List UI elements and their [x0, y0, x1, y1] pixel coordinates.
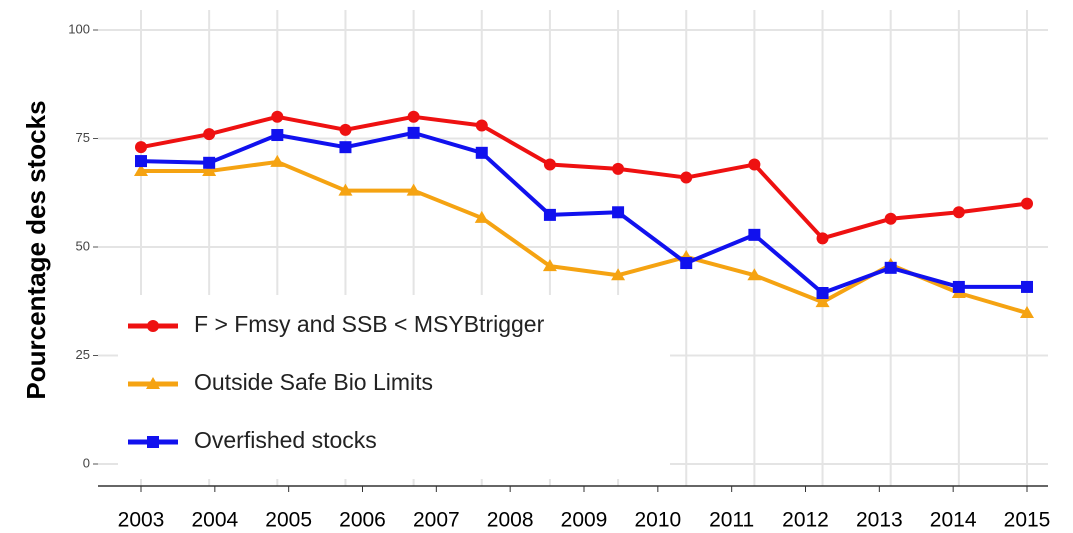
x-tick-label: 2007: [413, 509, 460, 532]
point: [612, 162, 625, 175]
x-tick-label: 2010: [634, 509, 681, 532]
point: [680, 171, 693, 184]
point: [135, 141, 147, 154]
x-tick-label: 2003: [118, 509, 165, 532]
y-tick-label: 25: [76, 347, 90, 362]
legend-label: Overfished stocks: [194, 427, 377, 453]
point: [475, 119, 488, 132]
legend-marker: [146, 377, 160, 389]
point: [952, 206, 965, 219]
point: [1021, 280, 1033, 293]
point: [542, 259, 557, 272]
x-tick-label: 2015: [1004, 509, 1051, 532]
point: [270, 154, 285, 167]
x-tick-label: 2011: [709, 509, 754, 532]
point: [271, 110, 284, 123]
point: [543, 158, 556, 171]
x-tick-label: 2006: [339, 509, 386, 532]
point: [271, 129, 284, 142]
x-tick-label: 2014: [930, 509, 977, 532]
point: [611, 268, 626, 281]
legend-marker: [147, 320, 159, 332]
point: [884, 212, 897, 225]
point: [338, 183, 353, 196]
point: [1020, 305, 1034, 318]
y-axis-label: Pourcentage des stocks: [21, 100, 51, 399]
x-tick-label: 2013: [856, 509, 903, 532]
line: [140, 114, 1028, 241]
point: [680, 257, 693, 270]
point: [816, 287, 829, 300]
point: [203, 128, 216, 141]
point: [747, 268, 762, 281]
point: [748, 158, 761, 171]
point: [748, 228, 761, 241]
point: [1021, 197, 1033, 210]
point: [815, 295, 830, 308]
y-tick-label: 0: [83, 455, 90, 470]
point: [406, 183, 421, 196]
point: [816, 232, 829, 245]
point: [407, 126, 420, 139]
x-tick-label: 2005: [265, 509, 312, 532]
x-tick-label: 2012: [782, 509, 829, 532]
point: [134, 164, 148, 177]
legend-label: Outside Safe Bio Limits: [194, 369, 433, 395]
point: [203, 156, 216, 169]
line: [140, 130, 1027, 296]
legend-marker: [147, 436, 159, 448]
point: [339, 123, 352, 136]
y-tick-label: 100: [68, 21, 90, 36]
point: [952, 280, 965, 293]
point: [474, 210, 489, 223]
legend-box: [118, 295, 670, 479]
y-tick-label: 75: [76, 130, 90, 145]
y-tick-label: 50: [76, 238, 90, 253]
point: [339, 141, 352, 154]
legend-label: F > Fmsy and SSB < MSYBtrigger: [194, 311, 545, 337]
point: [475, 146, 488, 159]
x-tick-label: 2009: [561, 509, 608, 532]
point: [202, 164, 217, 177]
point: [884, 261, 897, 274]
point: [612, 206, 625, 219]
point: [135, 155, 147, 168]
point: [543, 208, 556, 221]
x-tick-label: 2008: [487, 509, 534, 532]
point: [407, 110, 420, 123]
x-tick-label: 2004: [191, 509, 238, 532]
